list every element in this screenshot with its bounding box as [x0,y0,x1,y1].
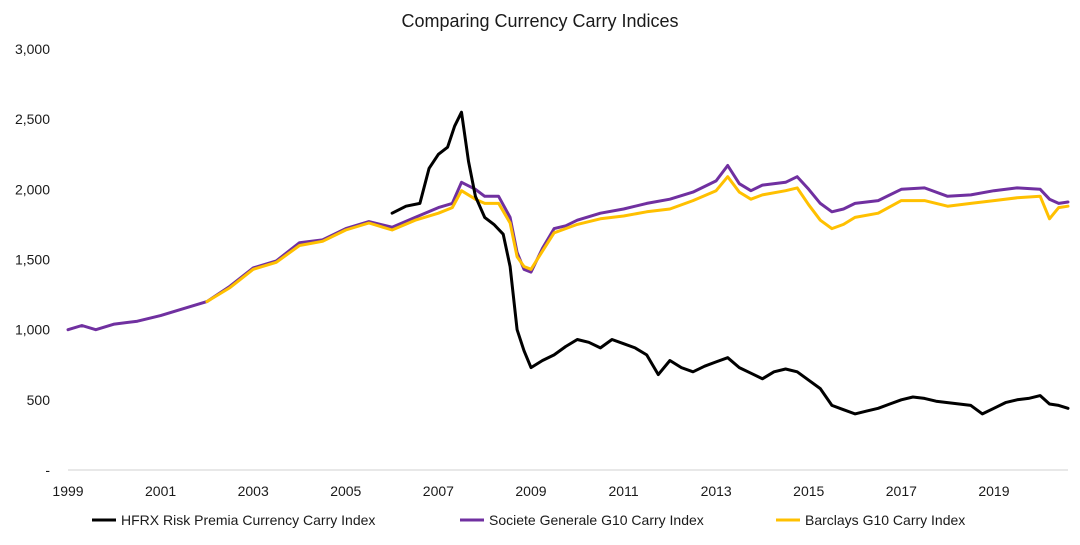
x-tick-label: 2003 [238,483,269,499]
y-tick-label: 500 [27,392,51,408]
legend: HFRX Risk Premia Currency Carry Index Soc… [92,512,965,528]
x-axis-ticks: 1999 2001 2003 2005 2007 2009 2011 2013 2015 2017… [52,483,1009,499]
x-tick-label: 2011 [609,483,639,499]
x-tick-label: 2015 [793,483,824,499]
y-axis-ticks: - 500 1,000 1,500 2,000 2,500 3,000 [15,41,50,478]
y-tick-label: - [45,462,50,478]
legend-label: Societe Generale G10 Carry Index [489,512,704,528]
y-tick-label: 2,000 [15,181,50,197]
x-tick-label: 2019 [978,483,1009,499]
legend-label: HFRX Risk Premia Currency Carry Index [121,512,375,528]
y-tick-label: 1,500 [15,252,50,268]
series-line-societe-generale-g10-carry-index [66,164,1070,332]
y-tick-label: 3,000 [15,41,50,57]
legend-label: Barclays G10 Carry Index [805,512,965,528]
y-tick-label: 1,000 [15,322,50,338]
x-tick-label: 2017 [886,483,917,499]
x-tick-label: 2001 [145,483,176,499]
series-lines [66,110,1070,416]
x-tick-label: 2005 [330,483,361,499]
series-line-hfrx-risk-premia-currency-carry-index [390,110,1070,416]
x-tick-label: 2013 [701,483,732,499]
chart-title: Comparing Currency Carry Indices [401,11,678,31]
y-tick-label: 2,500 [15,111,50,127]
x-tick-label: 2007 [423,483,454,499]
x-tick-label: 1999 [52,483,83,499]
series-line-barclays-g10-carry-index [205,175,1070,304]
x-tick-label: 2009 [515,483,546,499]
